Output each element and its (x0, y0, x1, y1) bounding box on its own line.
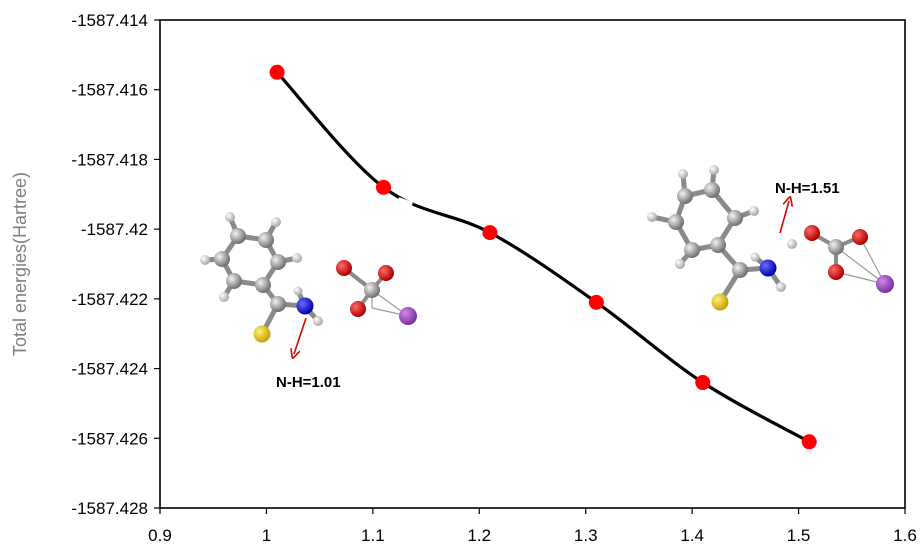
annotation-nh-final: N-H=1.51 (775, 180, 840, 197)
data-point (269, 64, 285, 80)
data-point (695, 375, 711, 391)
curve-gap (396, 197, 414, 208)
y-tick-label: -1587.428 (71, 499, 148, 518)
y-tick-label: -1587.422 (71, 290, 148, 309)
x-tick-label: 1 (262, 526, 271, 545)
y-axis-ticks: -1587.414 -1587.416 -1587.418 -1587.42 -1587… (71, 11, 160, 518)
x-tick-label: 1.6 (893, 526, 917, 545)
y-tick-label: -1587.414 (71, 11, 148, 30)
nh-arrow-final (779, 201, 789, 234)
data-point (588, 294, 604, 310)
data-points (269, 64, 817, 450)
y-tick-label: -1587.424 (71, 360, 148, 379)
molecule-structure-final (647, 165, 894, 311)
molecule-structure-initial (200, 212, 417, 343)
y-tick-label: -1587.42 (81, 220, 148, 239)
data-point (376, 179, 391, 195)
x-axis-ticks: 0.9 1 1.1 1.2 1.3 1.4 1.5 1.6 (148, 508, 917, 545)
x-tick-label: 1.5 (787, 526, 811, 545)
data-point (482, 225, 498, 241)
y-axis-label: Total energies(Hartree) (10, 172, 30, 356)
y-tick-label: -1587.416 (71, 81, 148, 100)
y-tick-label: -1587.418 (71, 150, 148, 169)
energy-curve (275, 70, 811, 444)
annotation-nh-initial: N-H=1.01 (276, 374, 341, 391)
x-tick-label: 1.2 (467, 526, 491, 545)
x-tick-label: 1.1 (361, 526, 385, 545)
x-tick-label: 0.9 (148, 526, 172, 545)
nh-arrow-initial (294, 317, 307, 354)
y-tick-label: -1587.426 (71, 429, 148, 448)
x-tick-label: 1.4 (680, 526, 704, 545)
x-tick-label: 1.3 (574, 526, 598, 545)
data-point (801, 434, 817, 450)
